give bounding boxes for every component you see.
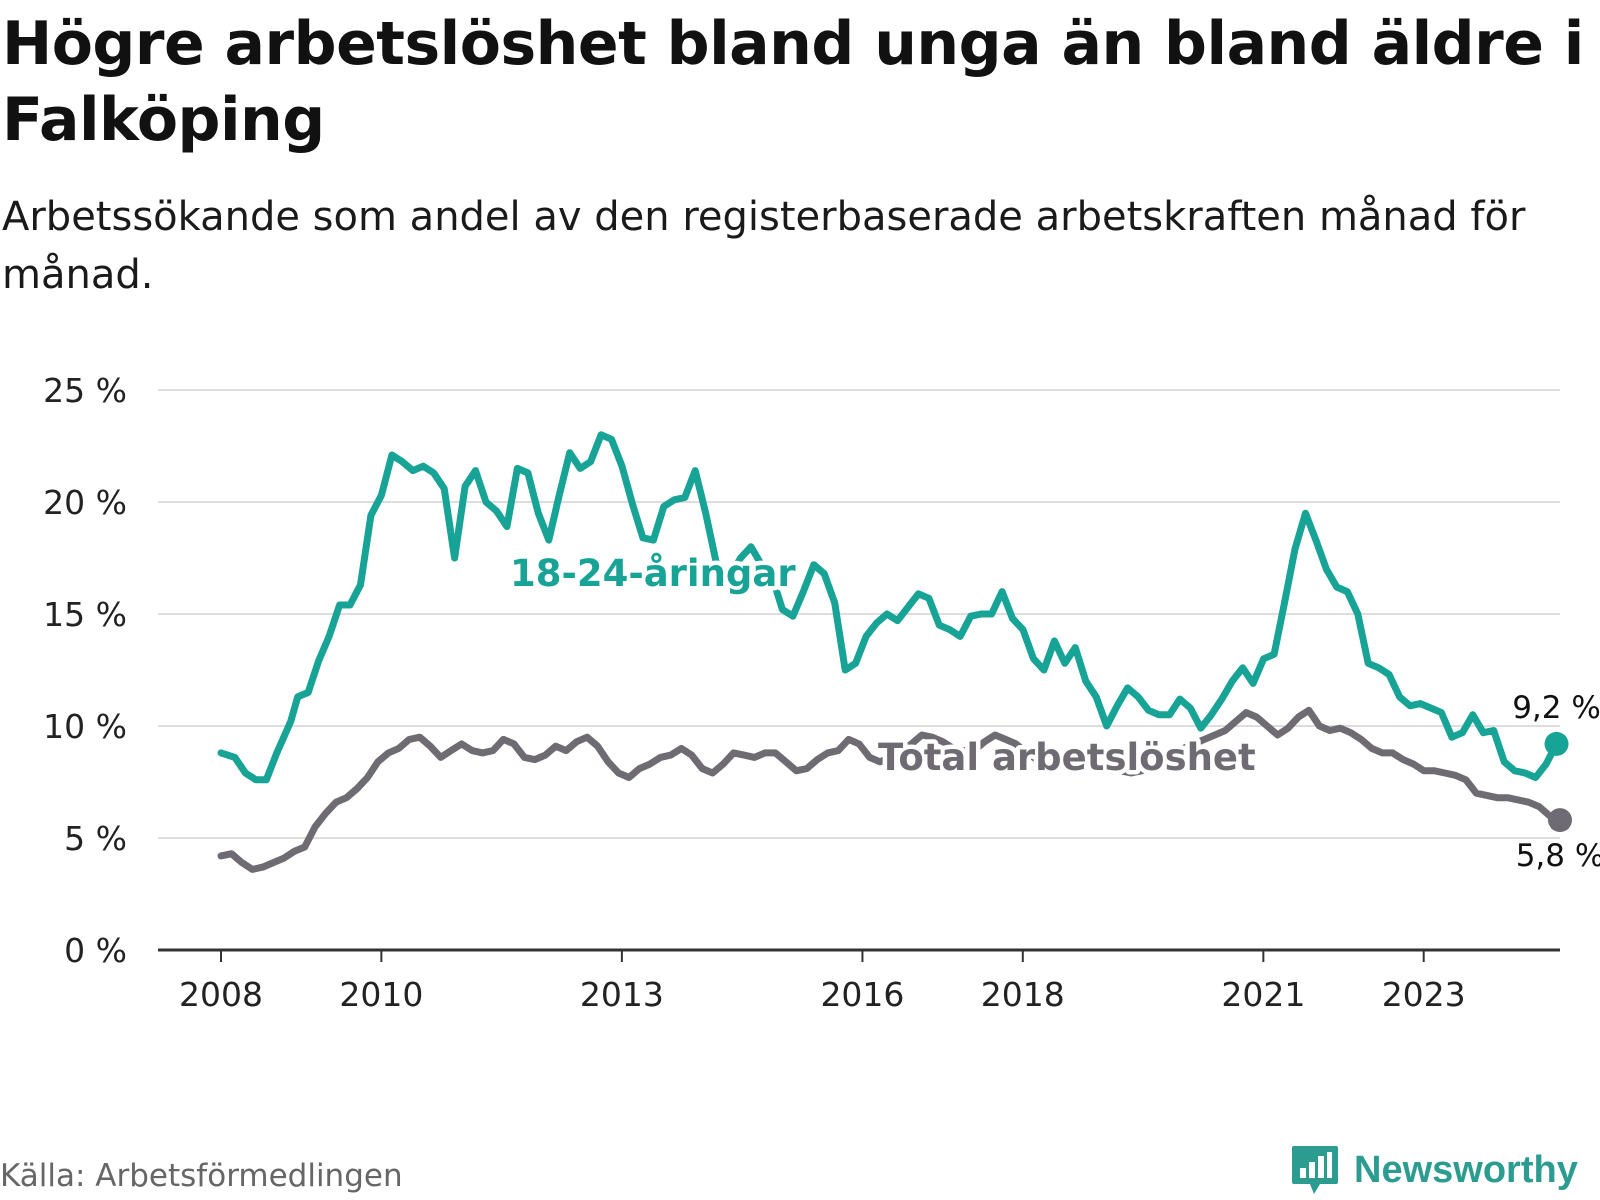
x-tick-label: 2018 [981, 975, 1065, 1014]
series-labels: 18-24-åringar Total arbetslöshet 9,2 % 5,8 … [506, 548, 1600, 875]
x-tick-label: 2008 [179, 975, 263, 1014]
newsworthy-logo-text: Newsworthy [1354, 1148, 1578, 1191]
total-end-value: 5,8 % [1516, 838, 1600, 874]
series-lines [217, 431, 1572, 873]
x-tick-label: 2016 [820, 975, 904, 1014]
line-chart: 0 %5 %10 %15 %20 %25 % 2008 2010 2013 2016 2… [43, 371, 1600, 1014]
youth-end-value: 9,2 % [1512, 690, 1600, 726]
total-end-point [1548, 808, 1572, 833]
y-tick-label: 25 % [43, 371, 127, 410]
y-axis-ticks: 0 % 5 % 10 % 15 % 20 % 25 % [43, 371, 127, 970]
youth-series-label: 18-24-åringar [510, 552, 796, 595]
y-tick-label: 0 % [64, 931, 127, 970]
x-tick-label: 2010 [339, 975, 423, 1014]
newsworthy-logo: Newsworthy [1290, 1140, 1578, 1200]
youth-series-line [217, 431, 1560, 784]
y-tick-label: 10 % [43, 707, 127, 746]
y-tick-label: 5 % [64, 819, 127, 858]
newsworthy-logo-icon [1292, 1146, 1338, 1194]
chart-subtitle: Arbetssökande som andel av den registerb… [2, 194, 1526, 298]
chart-title: Högre arbetslöshet bland unga än bland ä… [2, 9, 1584, 155]
x-axis-ticks: 2008 2010 2013 2016 2018 2021 2023 [179, 950, 1466, 1014]
source-note: Källa: Arbetsförmedlingen [0, 1158, 403, 1194]
x-tick-label: 2023 [1382, 975, 1466, 1014]
youth-end-point [1544, 731, 1569, 756]
total-series-line [217, 706, 1564, 873]
y-tick-label: 15 % [43, 595, 127, 634]
y-tick-label: 20 % [43, 483, 127, 522]
total-series-label: Total arbetslöshet [878, 736, 1256, 779]
x-tick-label: 2013 [580, 975, 664, 1014]
x-tick-label: 2021 [1221, 975, 1305, 1014]
